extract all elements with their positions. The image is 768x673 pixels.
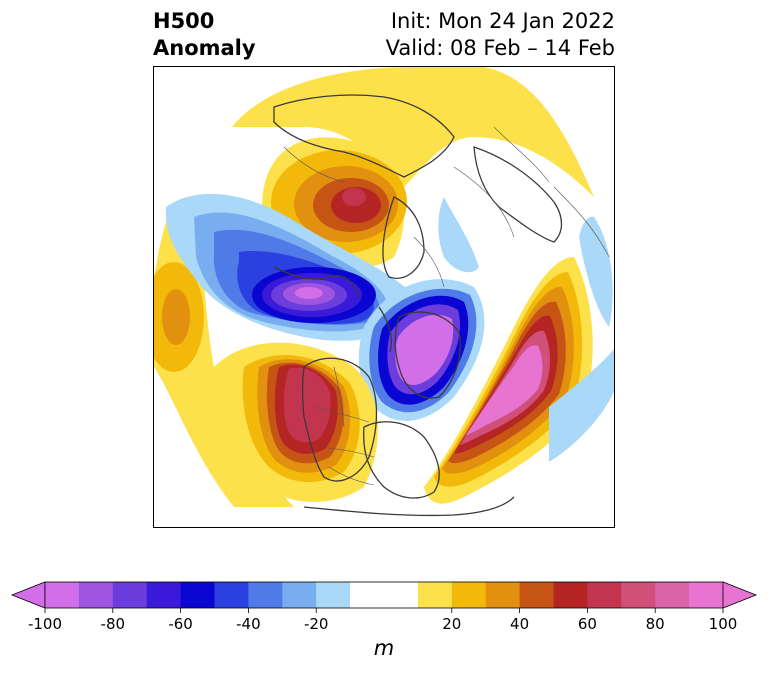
colorbar-segment <box>350 582 385 608</box>
colorbar-segment <box>689 582 724 608</box>
colorbar-segment <box>519 582 554 608</box>
colorbar-segment <box>214 582 249 608</box>
anomaly-western-north-america <box>214 342 378 502</box>
colorbar-segment <box>146 582 182 608</box>
anomaly-north-pacific <box>154 198 294 507</box>
colorbar-tick-label: -20 <box>303 615 329 633</box>
colorbar-segment <box>451 582 487 608</box>
map-title-right: Init: Mon 24 Jan 2022 Valid: 08 Feb – 14… <box>386 8 615 62</box>
colorbar-segment <box>485 582 521 608</box>
valid-range: Valid: 08 Feb – 14 Feb <box>385 36 615 60</box>
colorbar-tick-label: -100 <box>27 615 63 633</box>
colorbar-tick-label: 60 <box>577 615 597 633</box>
colorbar-segment <box>655 582 690 608</box>
colorbar-segment <box>384 582 419 608</box>
colorbar-segment <box>621 582 656 608</box>
colorbar-tick-label: 100 <box>708 615 738 633</box>
colorbar-segment <box>248 582 283 608</box>
colorbar-tick-label: -60 <box>168 615 193 633</box>
colorbar-segment <box>180 582 215 608</box>
colorbar-tick-label: 40 <box>510 615 530 633</box>
colorbar-tick-label: -80 <box>100 615 126 633</box>
colorbar-extend-high <box>722 581 758 609</box>
colorbar-segment <box>553 582 588 608</box>
colorbar <box>10 581 758 613</box>
anomaly-north-atlantic <box>424 257 593 504</box>
colorbar-segment <box>587 582 622 608</box>
colorbar-unit-label: m <box>373 636 395 660</box>
map-title-left: H500 Anomaly <box>153 8 256 62</box>
anomaly-eastern-negative <box>438 197 614 462</box>
title-field: Anomaly <box>153 36 256 60</box>
colorbar-tick-label: -40 <box>236 615 261 633</box>
anomaly-arctic-negative <box>165 193 424 341</box>
colorbar-segment <box>112 582 148 608</box>
colorbar-segment <box>417 582 453 608</box>
political-boundaries <box>283 126 610 486</box>
colorbar-border <box>44 581 724 609</box>
colorbar-tick-label: 80 <box>645 615 665 633</box>
colorbar-segment <box>45 582 80 608</box>
colorbar-segment <box>282 582 317 608</box>
init-date: Init: Mon 24 Jan 2022 <box>390 9 615 33</box>
colorbar-segment <box>78 582 114 608</box>
coastlines <box>273 94 563 517</box>
anomaly-greenland-negative <box>358 279 485 421</box>
anomaly-map <box>153 66 615 528</box>
colorbar-segment <box>316 582 351 608</box>
anomaly-map-canvas <box>154 67 614 517</box>
colorbar-tick-label: 20 <box>442 615 462 633</box>
colorbar-extend-low <box>10 581 46 609</box>
title-variable: H500 <box>153 9 215 33</box>
